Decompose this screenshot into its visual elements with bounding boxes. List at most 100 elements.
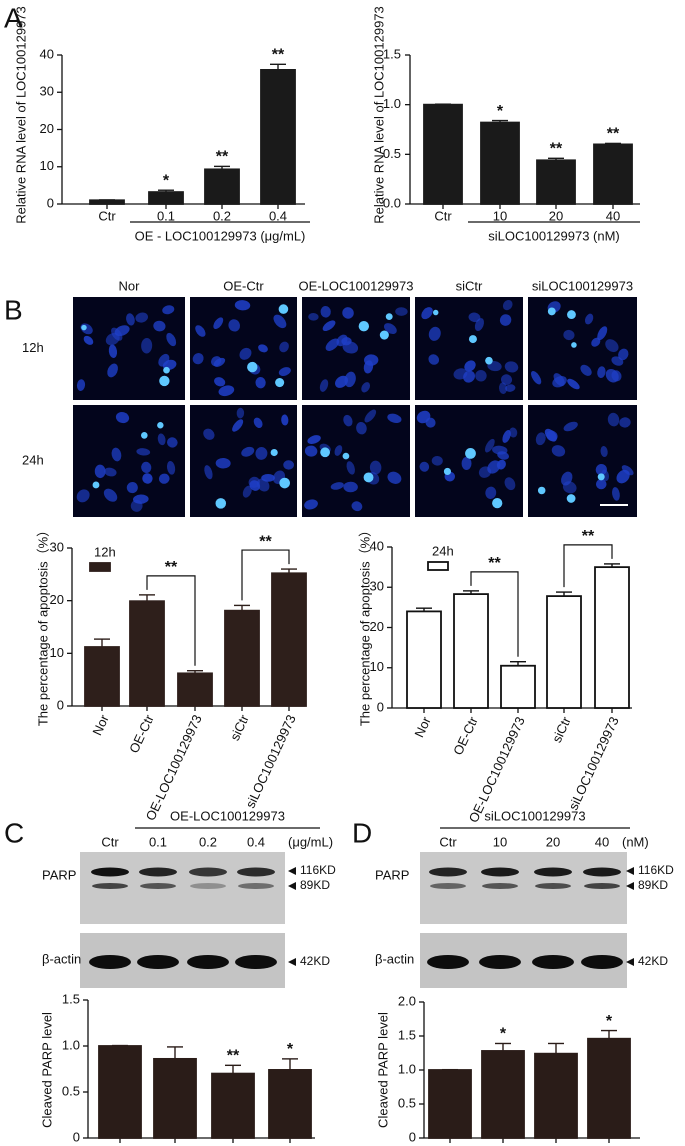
significance: ** [165, 559, 178, 576]
nucleus [76, 379, 86, 391]
band [190, 883, 226, 889]
y-tick-label: 40 [40, 46, 54, 61]
nucleus [416, 410, 431, 424]
nucleus [463, 370, 476, 383]
nucleus [157, 433, 166, 446]
nucleus [215, 457, 231, 469]
nucleus [232, 419, 244, 432]
nucleus [255, 447, 268, 460]
significance-bracket [470, 571, 519, 657]
bar [271, 572, 307, 707]
bar [129, 600, 165, 707]
nucleus [607, 412, 620, 427]
nucleus [612, 487, 620, 501]
band [189, 867, 227, 877]
micrograph [190, 405, 297, 517]
apoptotic-nucleus [385, 313, 393, 321]
column-label: siCtr [456, 278, 483, 293]
band [92, 883, 128, 889]
nucleus [104, 467, 117, 477]
protein-label: PARP [42, 867, 76, 882]
band [430, 883, 466, 889]
row-label: 12h [22, 340, 44, 355]
nucleus [475, 369, 487, 382]
x-tick-label: 0.2 [213, 208, 231, 223]
x-tick-label: siCtr [549, 714, 574, 745]
nucleus [283, 460, 295, 470]
nucleus [505, 384, 516, 392]
nucleus [322, 320, 336, 332]
nucleus [502, 430, 511, 443]
lane-label: 0.1 [149, 834, 167, 849]
row-label: 24h [22, 452, 44, 467]
bar [204, 168, 240, 205]
apoptotic-nucleus [432, 309, 439, 316]
nucleus [279, 341, 289, 353]
apoptotic-nucleus [468, 335, 477, 344]
nucleus [281, 414, 289, 426]
significance: ** [216, 149, 229, 166]
y-tick-label: 20 [40, 121, 54, 136]
x-tick-label: Nor [411, 714, 434, 740]
band [187, 955, 229, 969]
nucleus [158, 473, 170, 484]
bar [594, 566, 630, 709]
nucleus [213, 317, 224, 329]
band [583, 867, 621, 877]
x-axis-label: siLOC100129973 (nM) [488, 228, 620, 243]
band [532, 955, 574, 969]
band [140, 883, 176, 889]
marker-label: 116KD [638, 863, 674, 877]
lane-label: 10 [493, 834, 507, 849]
apoptotic-nucleus [567, 310, 576, 319]
nucleus [141, 461, 152, 474]
significance: * [500, 1026, 507, 1043]
y-tick-label: 0 [377, 699, 384, 714]
x-tick-label: 40 [606, 208, 620, 223]
nucleus [468, 312, 481, 323]
nucleus [153, 320, 166, 332]
nucleus [228, 319, 241, 332]
band [137, 955, 179, 969]
nucleus [135, 312, 149, 323]
nucleus [421, 307, 433, 320]
apoptotic-nucleus [275, 377, 285, 388]
y-tick-label: 0 [47, 195, 54, 210]
marker-label: 42KD [638, 954, 668, 968]
column-label: OE-Ctr [223, 278, 264, 293]
band [479, 955, 521, 969]
y-tick-label: 0.5 [383, 146, 401, 161]
bar [534, 1052, 578, 1139]
significance-bracket [563, 544, 613, 588]
lane-label: 40 [595, 834, 609, 849]
marker-arrow [288, 882, 296, 890]
nucleus [595, 463, 607, 476]
significance: * [163, 172, 170, 189]
nucleus [531, 371, 542, 385]
y-axis-label: Relative RNA level of LOC100129973 [371, 6, 386, 224]
bar [428, 1069, 472, 1139]
nucleus [273, 314, 287, 329]
nucleus [361, 382, 371, 393]
significance: * [287, 1041, 294, 1058]
nucleus [166, 332, 177, 347]
apoptotic-nucleus [159, 375, 170, 387]
micrograph [528, 297, 637, 400]
apoptotic-nucleus [537, 486, 546, 495]
nucleus [242, 485, 252, 498]
band [535, 883, 571, 889]
lane-label: Ctr [439, 834, 457, 849]
y-tick-label: 1.5 [398, 1027, 416, 1042]
x-tick-label: siLOC100129973 [565, 714, 621, 812]
nucleus [500, 374, 513, 386]
bar [536, 159, 576, 205]
nucleus [253, 417, 263, 428]
nucleus [234, 300, 251, 311]
y-tick-label: 1.5 [62, 991, 80, 1006]
significance: ** [259, 533, 272, 550]
band [584, 883, 620, 889]
nucleus [103, 488, 118, 502]
x-tick-label: siLOC100129973 [242, 712, 298, 810]
apoptotic-nucleus [270, 448, 278, 457]
nucleus [304, 445, 318, 457]
